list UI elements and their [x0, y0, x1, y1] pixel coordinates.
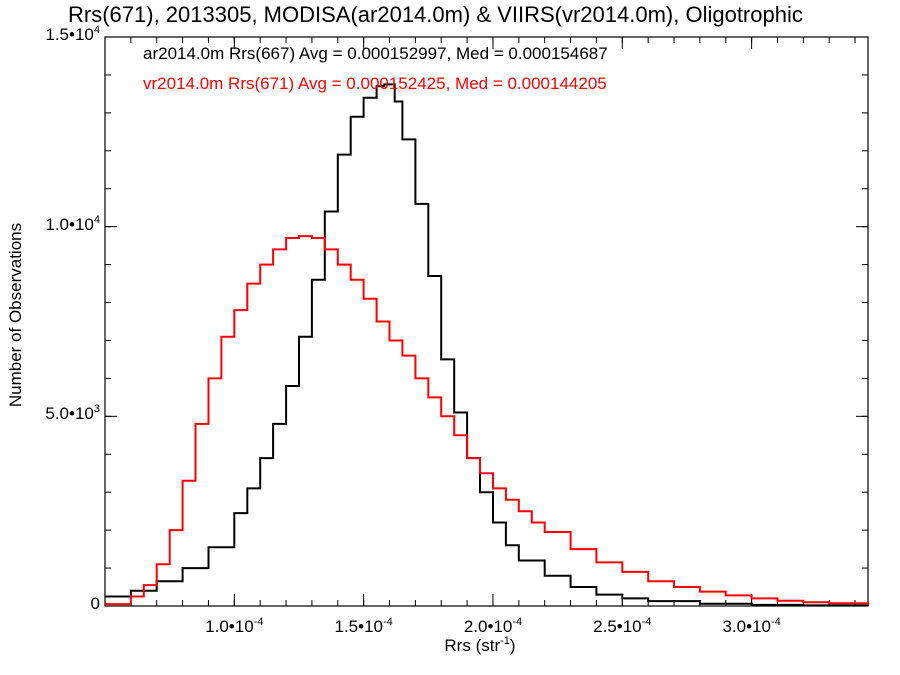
series-line-1 [105, 83, 869, 607]
x-axis-label: Rrs (str-1) [444, 635, 516, 656]
series-2-stats: vr2014.0m Rrs(671) Avg = 0.000152425, Me… [143, 74, 607, 93]
series-line-2 [105, 235, 869, 606]
series-layer [105, 83, 869, 607]
y-tick-label: 0 [90, 594, 100, 613]
y-axis-label: Number of Observations [6, 222, 25, 408]
y-tick-label: 1.0•104 [45, 213, 100, 234]
y-tick-label: 1.5•104 [45, 24, 100, 45]
plot-frame [104, 36, 869, 607]
x-tick-label: 2.0•10-4 [463, 616, 523, 637]
chart-title: Rrs(671), 2013305, MODISA(ar2014.0m) & V… [68, 2, 803, 27]
x-tick-label: 3.0•10-4 [722, 616, 781, 637]
axis-ticks [104, 36, 868, 607]
x-tick-label: 2.5•10-4 [593, 616, 652, 637]
x-tick-label: 1.0•10-4 [205, 616, 264, 637]
x-tick-label: 1.5•10-4 [334, 616, 393, 637]
series-1-stats: ar2014.0m Rrs(667) Avg = 0.000152997, Me… [143, 44, 608, 63]
y-tick-label: 5.0•103 [45, 403, 100, 424]
